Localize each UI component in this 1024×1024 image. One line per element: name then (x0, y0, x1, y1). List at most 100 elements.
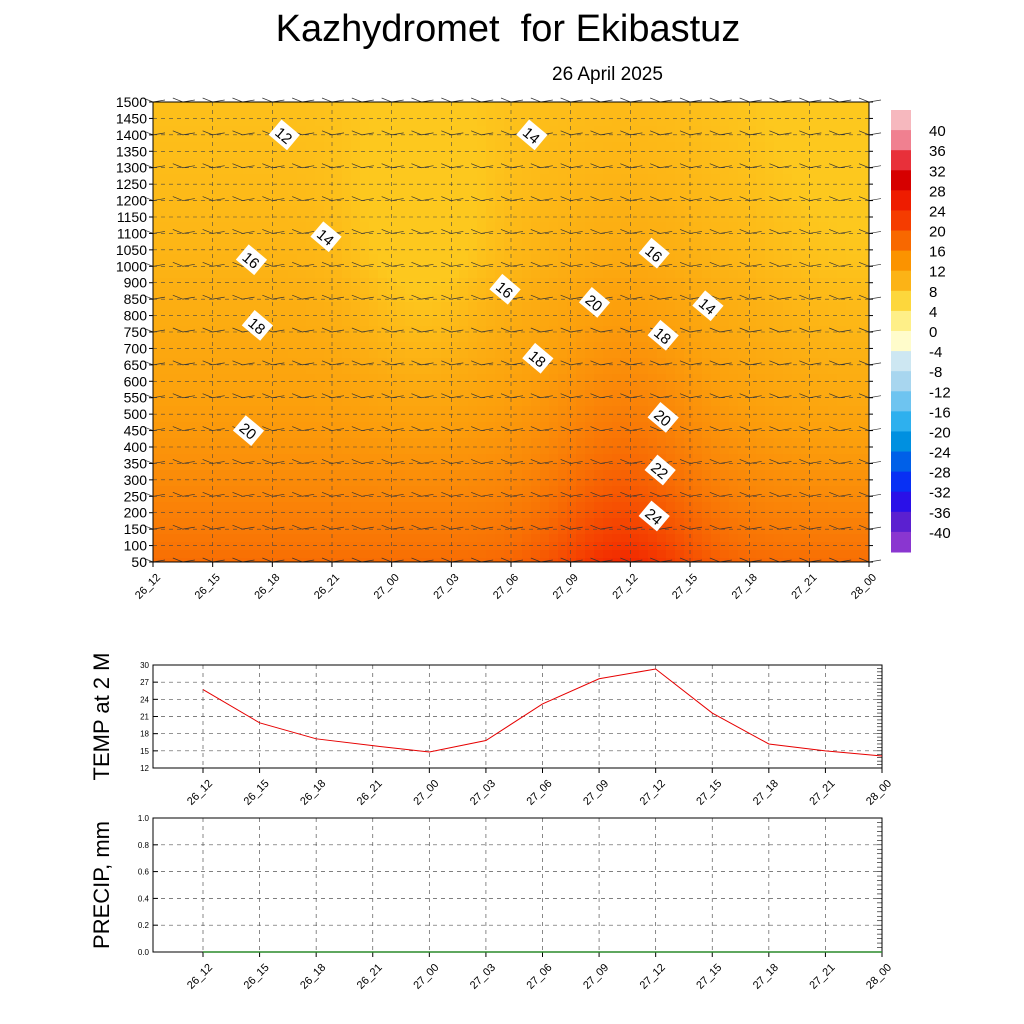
wind-barb (679, 294, 703, 300)
field-cell (540, 502, 550, 511)
field-cell (450, 398, 460, 407)
field-cell (828, 462, 838, 471)
field-cell (351, 126, 361, 135)
field-cell (486, 350, 496, 359)
field-cell (666, 302, 676, 311)
field-cell (369, 198, 379, 207)
field-cell (405, 182, 415, 191)
field-cell (207, 438, 217, 447)
field-cell (702, 278, 712, 287)
field-cell (693, 150, 703, 159)
field-cell (270, 542, 280, 551)
field-cell (234, 534, 244, 543)
field-cell (405, 270, 415, 279)
field-cell (720, 542, 730, 551)
field-cell (783, 446, 793, 455)
field-cell (198, 390, 208, 399)
field-cell (504, 462, 514, 471)
field-cell (279, 422, 289, 431)
field-cell (243, 558, 253, 562)
field-cell (765, 174, 775, 183)
field-cell (189, 430, 199, 439)
field-cell (189, 358, 199, 367)
field-cell (666, 110, 676, 119)
field-cell (684, 414, 694, 423)
field-cell (171, 518, 181, 527)
field-cell (657, 454, 667, 463)
field-cell (576, 174, 586, 183)
field-cell (594, 390, 604, 399)
field-cell (441, 454, 451, 463)
field-cell (531, 534, 541, 543)
field-cell (207, 414, 217, 423)
field-cell (855, 182, 865, 191)
field-cell (225, 534, 235, 543)
field-cell (585, 478, 595, 487)
field-cell (558, 278, 568, 287)
field-cell (612, 150, 622, 159)
field-cell (531, 198, 541, 207)
field-cell (207, 174, 217, 183)
field-cell (648, 318, 658, 327)
field-cell (270, 462, 280, 471)
field-cell (576, 302, 586, 311)
field-cell (774, 494, 784, 503)
wind-barb (441, 524, 464, 530)
field-cell (414, 326, 424, 335)
field-cell (396, 534, 406, 543)
field-cell (234, 166, 244, 175)
field-cell (198, 158, 208, 167)
field-cell (648, 134, 658, 143)
field-cell (423, 510, 433, 519)
field-cell (279, 366, 289, 375)
field-cell (288, 422, 298, 431)
field-cell (198, 238, 208, 247)
field-cell (864, 518, 869, 527)
field-cell (819, 382, 829, 391)
field-cell (801, 334, 811, 343)
wind-barb (232, 491, 255, 497)
field-cell (495, 190, 505, 199)
field-cell (666, 430, 676, 439)
field-cell (270, 430, 280, 439)
field-cell (216, 470, 226, 479)
field-cell (747, 350, 757, 359)
field-cell (234, 414, 244, 423)
field-cell (288, 454, 298, 463)
field-cell (261, 270, 271, 279)
field-cell (495, 374, 505, 383)
field-cell (783, 134, 793, 143)
field-cell (765, 126, 775, 135)
field-cell (846, 206, 856, 215)
field-cell (648, 190, 658, 199)
field-cell (414, 302, 424, 311)
wind-barb (351, 229, 374, 234)
field-cell (459, 118, 469, 127)
field-cell (738, 262, 748, 271)
field-cell (351, 182, 361, 191)
field-cell (549, 214, 559, 223)
field-cell (261, 502, 271, 511)
field-cell (855, 494, 865, 503)
field-cell (459, 518, 469, 527)
field-cell (711, 390, 721, 399)
field-cell (171, 326, 181, 335)
field-cell (540, 150, 550, 159)
field-cell (288, 198, 298, 207)
field-cell (504, 518, 514, 527)
field-cell (549, 246, 559, 255)
field-cell (459, 214, 469, 223)
field-cell (351, 278, 361, 287)
field-cell (747, 286, 757, 295)
field-cell (378, 262, 388, 271)
field-cell (576, 270, 586, 279)
field-cell (558, 334, 568, 343)
field-cell (576, 158, 586, 167)
wind-barb (560, 524, 583, 530)
field-cell (432, 406, 442, 415)
field-cell (477, 510, 487, 519)
field-cell (360, 222, 370, 231)
field-cell (486, 302, 496, 311)
field-cell (837, 550, 847, 559)
wind-barb (650, 360, 673, 366)
